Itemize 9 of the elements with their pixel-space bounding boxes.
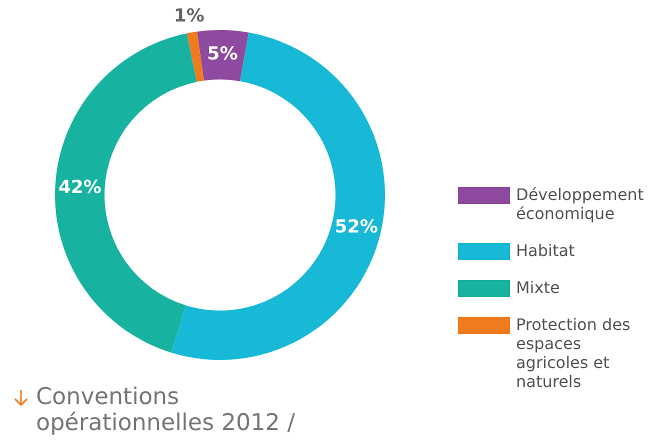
text: Conventions opérationnelles 2012 / — [36, 384, 296, 436]
data-label: 52% — [334, 216, 378, 238]
legend-label: Habitat — [516, 241, 576, 260]
legend-label: Développement économique — [516, 185, 645, 223]
legend-label: Mixte — [516, 278, 561, 297]
legend-label: Protection des espaces agricoles et naturels — [516, 315, 632, 391]
data-label: 1% — [174, 5, 204, 26]
data-label: 42% — [58, 176, 102, 198]
data-label: 5% — [207, 43, 238, 64]
